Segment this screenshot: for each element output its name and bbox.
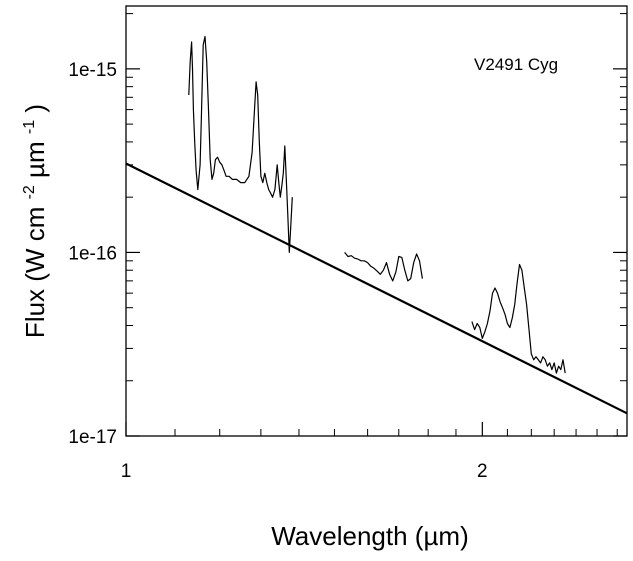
y-axis-title: Flux (W cm -2 µm -1 ): [10, 104, 50, 338]
y-axis-title-prefix: Flux (W cm: [20, 207, 50, 338]
star-name-annotation: V2491 Cyg: [474, 55, 558, 74]
x-tick-label: 2: [477, 461, 488, 482]
y-axis-title-suffix: ): [20, 104, 50, 113]
tick-labels: 1 2 1e-17 1e-16 1e-15: [68, 60, 487, 482]
spectrum-segment-1: [188, 35, 293, 253]
x-tick-label: 1: [121, 461, 132, 482]
y-tick-label: 1e-16: [68, 243, 117, 264]
spectrum-segment-2: [344, 252, 423, 282]
plot-frame: [125, 5, 628, 437]
y-tick-label: 1e-17: [68, 427, 117, 448]
y-axis-title-sup1: -2: [21, 185, 38, 199]
axis-ticks: [125, 13, 627, 437]
spectrum-segment-3: [471, 263, 566, 374]
y-axis-title-sup2: -1: [21, 120, 38, 134]
y-tick-label: 1e-15: [68, 60, 117, 81]
y-axis-title-mid: µm: [20, 141, 50, 178]
x-axis-title: Wavelength (µm): [271, 521, 469, 551]
continuum-fit-line: [125, 162, 628, 415]
data-series: [125, 35, 628, 415]
